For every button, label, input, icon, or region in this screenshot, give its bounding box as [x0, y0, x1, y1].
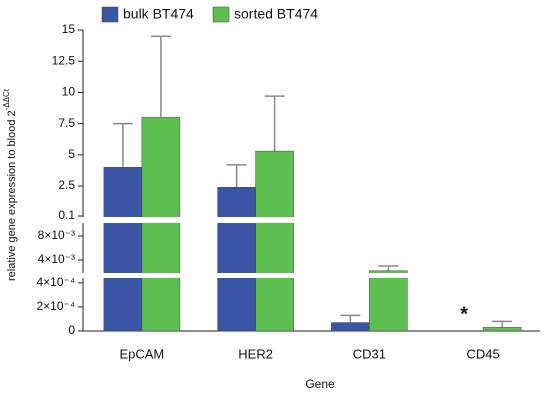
y-axis-label: relative gene expression to blood 2-ΔΔCt: [2, 88, 18, 281]
bar: [103, 167, 143, 332]
legend-label: sorted BT474: [234, 6, 318, 22]
bar: [255, 150, 294, 332]
axis-break: [82, 273, 539, 278]
bar: [482, 327, 522, 332]
y-tick-label: 7.5: [58, 116, 75, 130]
x-tick-label: HER2: [238, 346, 273, 361]
legend-swatch: [101, 6, 119, 23]
bar: [369, 270, 408, 332]
y-tick-label: 5: [68, 147, 75, 161]
y-axis-label-sup: -ΔΔCt: [2, 88, 11, 110]
x-tick-label: CD31: [353, 346, 386, 361]
y-tick-label: 8×10⁻³: [38, 228, 75, 242]
y-tick-label: 12.5: [52, 53, 76, 67]
bar: [141, 117, 181, 332]
legend-label: bulk BT474: [123, 6, 194, 22]
legend-swatch: [212, 6, 230, 23]
x-tick-label: CD45: [467, 346, 500, 361]
x-tick-label: EpCAM: [119, 346, 164, 361]
y-tick-label: 0: [68, 323, 75, 337]
y-tick-label: 2.5: [58, 178, 75, 192]
axis-break: [82, 217, 539, 223]
y-tick-label: 2×10⁻⁴: [36, 299, 75, 313]
y-tick-label: 0.1: [58, 208, 75, 222]
y-tick-label: 10: [62, 85, 76, 99]
x-axis-label: Gene: [305, 377, 335, 391]
y-axis-label-text: relative gene expression to blood 2: [6, 110, 18, 281]
annotation: *: [460, 303, 468, 325]
y-tick-label: 4×10⁻⁴: [36, 275, 75, 289]
bar: [217, 187, 256, 332]
bar: [331, 322, 370, 332]
y-tick-label: 15: [62, 22, 76, 36]
y-tick-label: 4×10⁻³: [38, 252, 75, 266]
